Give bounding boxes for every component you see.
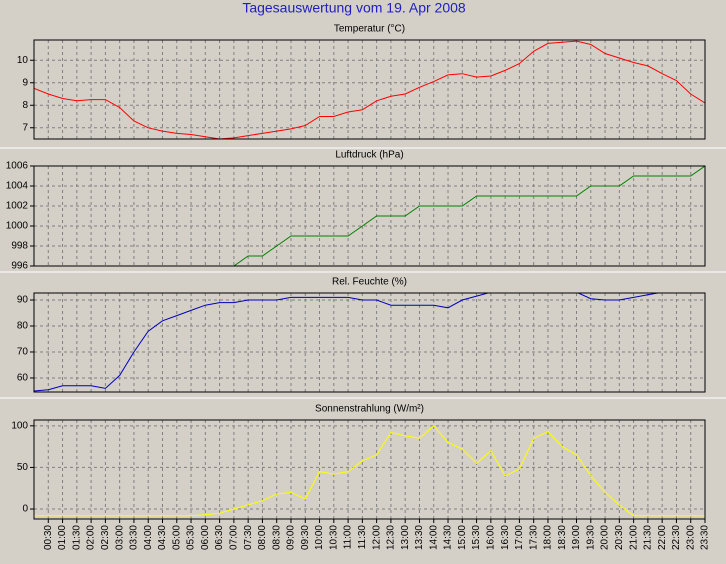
panel-title: Rel. Feuchte (%): [332, 277, 407, 288]
x-tick-label: 00:30: [43, 525, 54, 550]
data-line: [34, 40, 705, 139]
data-line: [233, 166, 705, 266]
x-tick-label: 04:30: [157, 525, 168, 550]
panel-title: Luftdruck (hPa): [335, 150, 403, 161]
x-tick-label: 16:00: [485, 525, 496, 550]
x-tick-label: 03:00: [114, 525, 125, 550]
plot-frame: [33, 39, 706, 140]
x-tick-label: 07:00: [229, 525, 240, 550]
x-tick-label: 17:00: [514, 525, 525, 550]
y-tick-label: 50: [17, 462, 29, 473]
page-title: Tagesauswertung vom 19. Apr 2008: [242, 0, 466, 16]
x-tick-label: 14:00: [428, 525, 439, 550]
x-tick-label: 13:00: [400, 525, 411, 550]
plot-frame: [33, 165, 706, 267]
y-tick-label: 1006: [6, 161, 29, 172]
x-tick-label: 20:00: [600, 525, 611, 550]
panel-title: Temperatur (°C): [334, 24, 405, 35]
plot-area: [34, 166, 705, 266]
y-tick-label: 90: [17, 295, 29, 306]
x-tick-label: 21:30: [643, 525, 654, 550]
plot-frame: [33, 292, 706, 393]
y-tick-label: 100: [11, 420, 28, 431]
y-tick-label: 60: [17, 373, 29, 384]
y-tick-label: 1004: [6, 181, 29, 192]
x-tick-label: 18:30: [557, 525, 568, 550]
x-tick-label: 05:30: [186, 525, 197, 550]
y-tick-label: 1002: [6, 201, 29, 212]
y-tick-label: 1000: [6, 221, 29, 232]
data-line: [34, 425, 705, 517]
x-tick-label: 02:00: [86, 525, 97, 550]
x-tick-label: 21:00: [628, 525, 639, 550]
x-tick-label: 10:00: [314, 525, 325, 550]
x-tick-label: 01:00: [57, 525, 68, 550]
data-line: [34, 293, 661, 392]
x-tick-label: 03:30: [129, 525, 140, 550]
x-tick-label: 11:00: [343, 525, 354, 550]
x-tick-label: 04:00: [143, 525, 154, 550]
x-tick-label: 20:30: [614, 525, 625, 550]
x-tick-label: 19:30: [585, 525, 596, 550]
x-tick-label: 05:00: [171, 525, 182, 550]
x-tick-label: 23:30: [700, 525, 711, 550]
x-tick-label: 09:30: [300, 525, 311, 550]
plot-area: [34, 40, 705, 139]
plot-area: [34, 293, 705, 392]
x-tick-label: 10:30: [328, 525, 339, 550]
x-tick-label: 22:00: [657, 525, 668, 550]
y-tick-label: 8: [22, 100, 28, 111]
x-tick-label: 18:00: [543, 525, 554, 550]
x-tick-label: 23:00: [685, 525, 696, 550]
plot-area: [34, 420, 705, 519]
x-tick-label: 12:30: [386, 525, 397, 550]
x-tick-label: 08:30: [271, 525, 282, 550]
x-tick-label: 12:00: [371, 525, 382, 550]
x-tick-label: 11:30: [357, 525, 368, 550]
y-tick-label: 10: [17, 55, 29, 66]
x-tick-label: 07:30: [243, 525, 254, 550]
x-tick-label: 17:30: [528, 525, 539, 550]
x-tick-label: 19:00: [571, 525, 582, 550]
x-tick-label: 13:30: [414, 525, 425, 550]
x-tick-label: 06:00: [200, 525, 211, 550]
y-tick-label: 998: [11, 241, 28, 252]
y-tick-label: 0: [22, 504, 28, 515]
x-tick-label: 15:30: [471, 525, 482, 550]
x-tick-label: 16:30: [500, 525, 511, 550]
x-tick-label: 14:30: [443, 525, 454, 550]
x-tick-label: 09:00: [286, 525, 297, 550]
y-tick-label: 996: [11, 261, 28, 272]
x-tick-label: 06:30: [214, 525, 225, 550]
plot-frame: [33, 419, 706, 520]
x-tick-label: 02:30: [100, 525, 111, 550]
panel-title: Sonnenstrahlung (W/m²): [315, 404, 424, 415]
y-tick-label: 80: [17, 321, 29, 332]
y-tick-label: 7: [22, 122, 28, 133]
x-tick-label: 01:30: [71, 525, 82, 550]
y-tick-label: 70: [17, 347, 29, 358]
y-tick-label: 9: [22, 77, 28, 88]
x-tick-label: 15:00: [457, 525, 468, 550]
x-tick-label: 08:00: [257, 525, 268, 550]
x-tick-label: 22:30: [671, 525, 682, 550]
